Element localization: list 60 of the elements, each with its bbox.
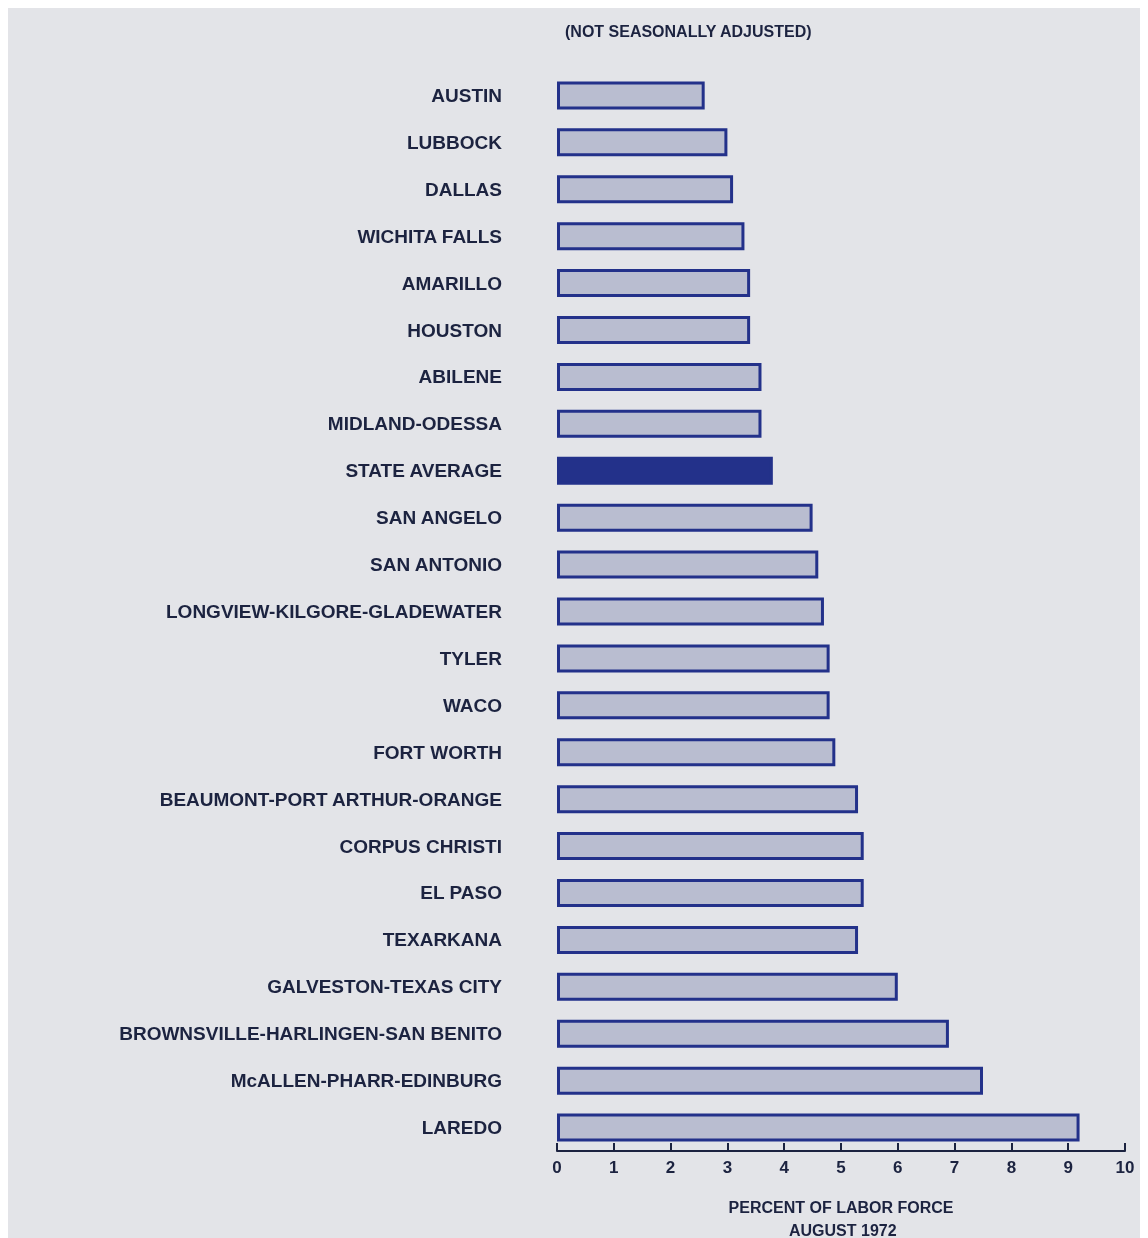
bar bbox=[557, 550, 819, 579]
y-tick-label: SAN ANGELO bbox=[376, 507, 502, 529]
bar bbox=[557, 175, 734, 204]
y-tick-label: FORT WORTH bbox=[373, 741, 502, 763]
y-tick-label: TYLER bbox=[439, 647, 503, 669]
y-tick-label: BROWNSVILLE-HARLINGEN-SAN BENITO bbox=[119, 1023, 502, 1045]
bar bbox=[557, 128, 728, 157]
y-tick-label: LUBBOCK bbox=[407, 131, 503, 153]
bar bbox=[557, 597, 824, 626]
x-tick-label: 3 bbox=[722, 1158, 733, 1177]
y-tick-label: WACO bbox=[442, 694, 502, 716]
bar bbox=[557, 269, 751, 298]
y-tick-label: McALLEN-PHARR-EDINBURG bbox=[230, 1070, 502, 1092]
x-tick-label: 4 bbox=[779, 1158, 790, 1177]
chart-title: (NOT SEASONALLY ADJUSTED) bbox=[565, 22, 812, 40]
x-tick-label: 7 bbox=[949, 1158, 960, 1177]
x-tick-label: 8 bbox=[1006, 1158, 1017, 1177]
x-tick-label: 2 bbox=[665, 1158, 676, 1177]
bar bbox=[557, 925, 859, 954]
x-tick-label: 1 bbox=[609, 1158, 619, 1177]
y-tick-label: EL PASO bbox=[420, 882, 502, 904]
y-tick-label: ABILENE bbox=[418, 366, 502, 388]
y-tick-label: SAN ANTONIO bbox=[370, 554, 502, 576]
text: AUGUST 1972 bbox=[789, 1221, 897, 1238]
bar bbox=[557, 362, 762, 391]
bar bbox=[557, 878, 864, 907]
bar bbox=[557, 316, 751, 345]
bar bbox=[557, 1066, 983, 1095]
bar bbox=[557, 691, 830, 720]
y-tick-label: LAREDO bbox=[421, 1117, 502, 1139]
y-tick-label: HOUSTON bbox=[407, 319, 502, 341]
y-tick-label: TEXARKANA bbox=[382, 929, 503, 951]
y-tick-label: MIDLAND-ODESSA bbox=[327, 413, 503, 435]
y-tick-label: AMARILLO bbox=[401, 272, 502, 294]
y-tick-label: STATE AVERAGE bbox=[345, 460, 502, 482]
x-axis-title: PERCENT OF LABOR FORCE bbox=[728, 1198, 954, 1216]
x-tick-label: 0 bbox=[552, 1158, 562, 1177]
bar bbox=[557, 222, 745, 251]
bar bbox=[557, 738, 836, 767]
bar bbox=[557, 832, 864, 861]
bar bbox=[557, 81, 705, 110]
y-tick-label: AUSTIN bbox=[431, 84, 502, 106]
y-tick-label: LONGVIEW-KILGORE-GLADEWATER bbox=[166, 601, 503, 622]
bar bbox=[557, 503, 813, 532]
y-tick-label: GALVESTON-TEXAS CITY bbox=[267, 976, 503, 998]
x-tick-label: 10 bbox=[1115, 1158, 1135, 1177]
bar bbox=[557, 972, 898, 1001]
x-tick-label: 5 bbox=[836, 1158, 846, 1177]
x-tick-label: 6 bbox=[893, 1158, 903, 1177]
bar bbox=[557, 456, 773, 485]
y-tick-label: BEAUMONT-PORT ARTHUR-ORANGE bbox=[159, 788, 502, 810]
bar bbox=[557, 644, 830, 673]
bar bbox=[557, 785, 859, 814]
bar bbox=[557, 1019, 949, 1048]
bar bbox=[557, 1113, 1080, 1142]
y-tick-label: CORPUS CHRISTI bbox=[339, 835, 502, 857]
bar bbox=[557, 409, 762, 438]
x-tick-label: 9 bbox=[1063, 1158, 1073, 1177]
y-tick-label: DALLAS bbox=[424, 178, 502, 200]
y-tick-label: WICHITA FALLS bbox=[357, 225, 502, 247]
